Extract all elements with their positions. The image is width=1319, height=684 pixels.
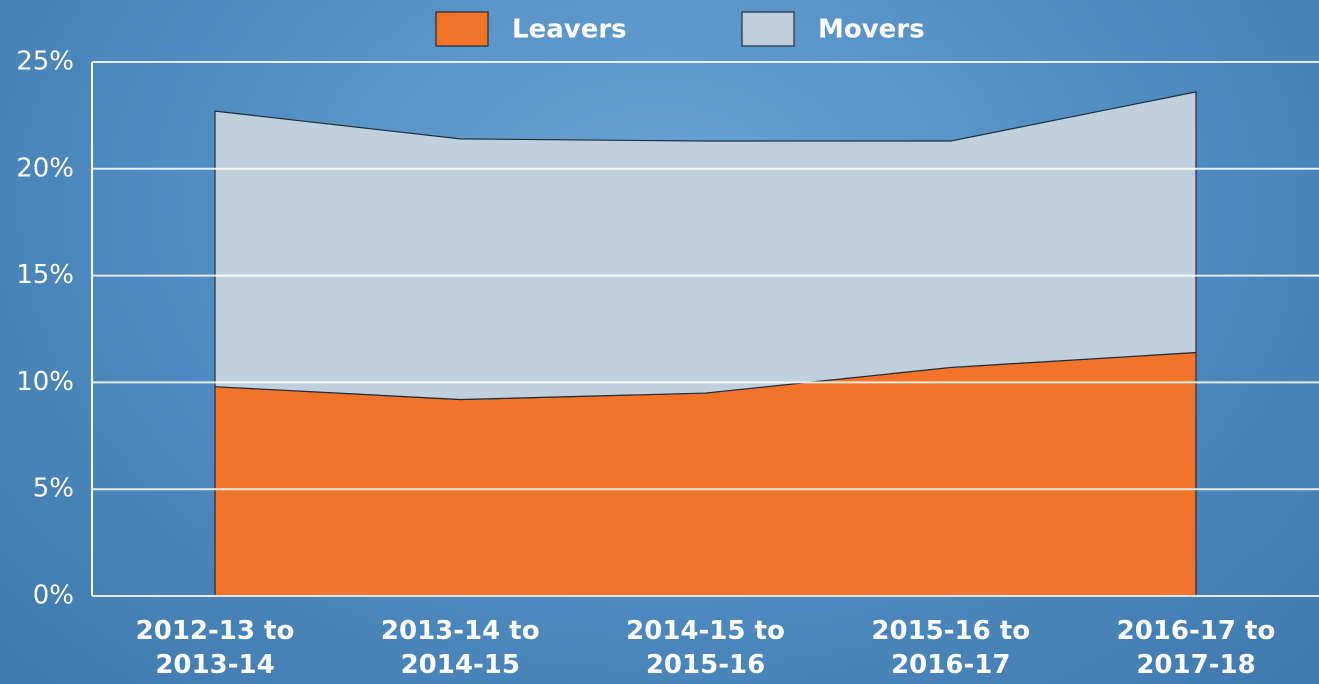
y-tick-label: 0% xyxy=(33,581,74,611)
y-tick-label: 20% xyxy=(16,153,74,183)
y-tick-label: 10% xyxy=(16,367,74,397)
area xyxy=(214,91,1197,401)
y-tick-label: 25% xyxy=(16,47,74,77)
y-tick-label: 15% xyxy=(16,260,74,290)
legend-label: Movers xyxy=(818,15,925,45)
x-tick-label: 2015-16 to 2016-17 xyxy=(871,616,1031,680)
x-tick-label: 2012-13 to 2013-14 xyxy=(135,616,295,680)
y-tick-label: 5% xyxy=(33,474,74,504)
x-tick-label: 2014-15 to 2015-16 xyxy=(626,616,785,680)
legend-label: Leavers xyxy=(512,15,627,45)
x-tick-label: 2013-14 to 2014-15 xyxy=(380,616,540,680)
x-tick-label: 2016-17 to 2017-18 xyxy=(1116,616,1276,680)
legend-swatch xyxy=(435,11,489,47)
legend-swatch xyxy=(741,11,795,47)
